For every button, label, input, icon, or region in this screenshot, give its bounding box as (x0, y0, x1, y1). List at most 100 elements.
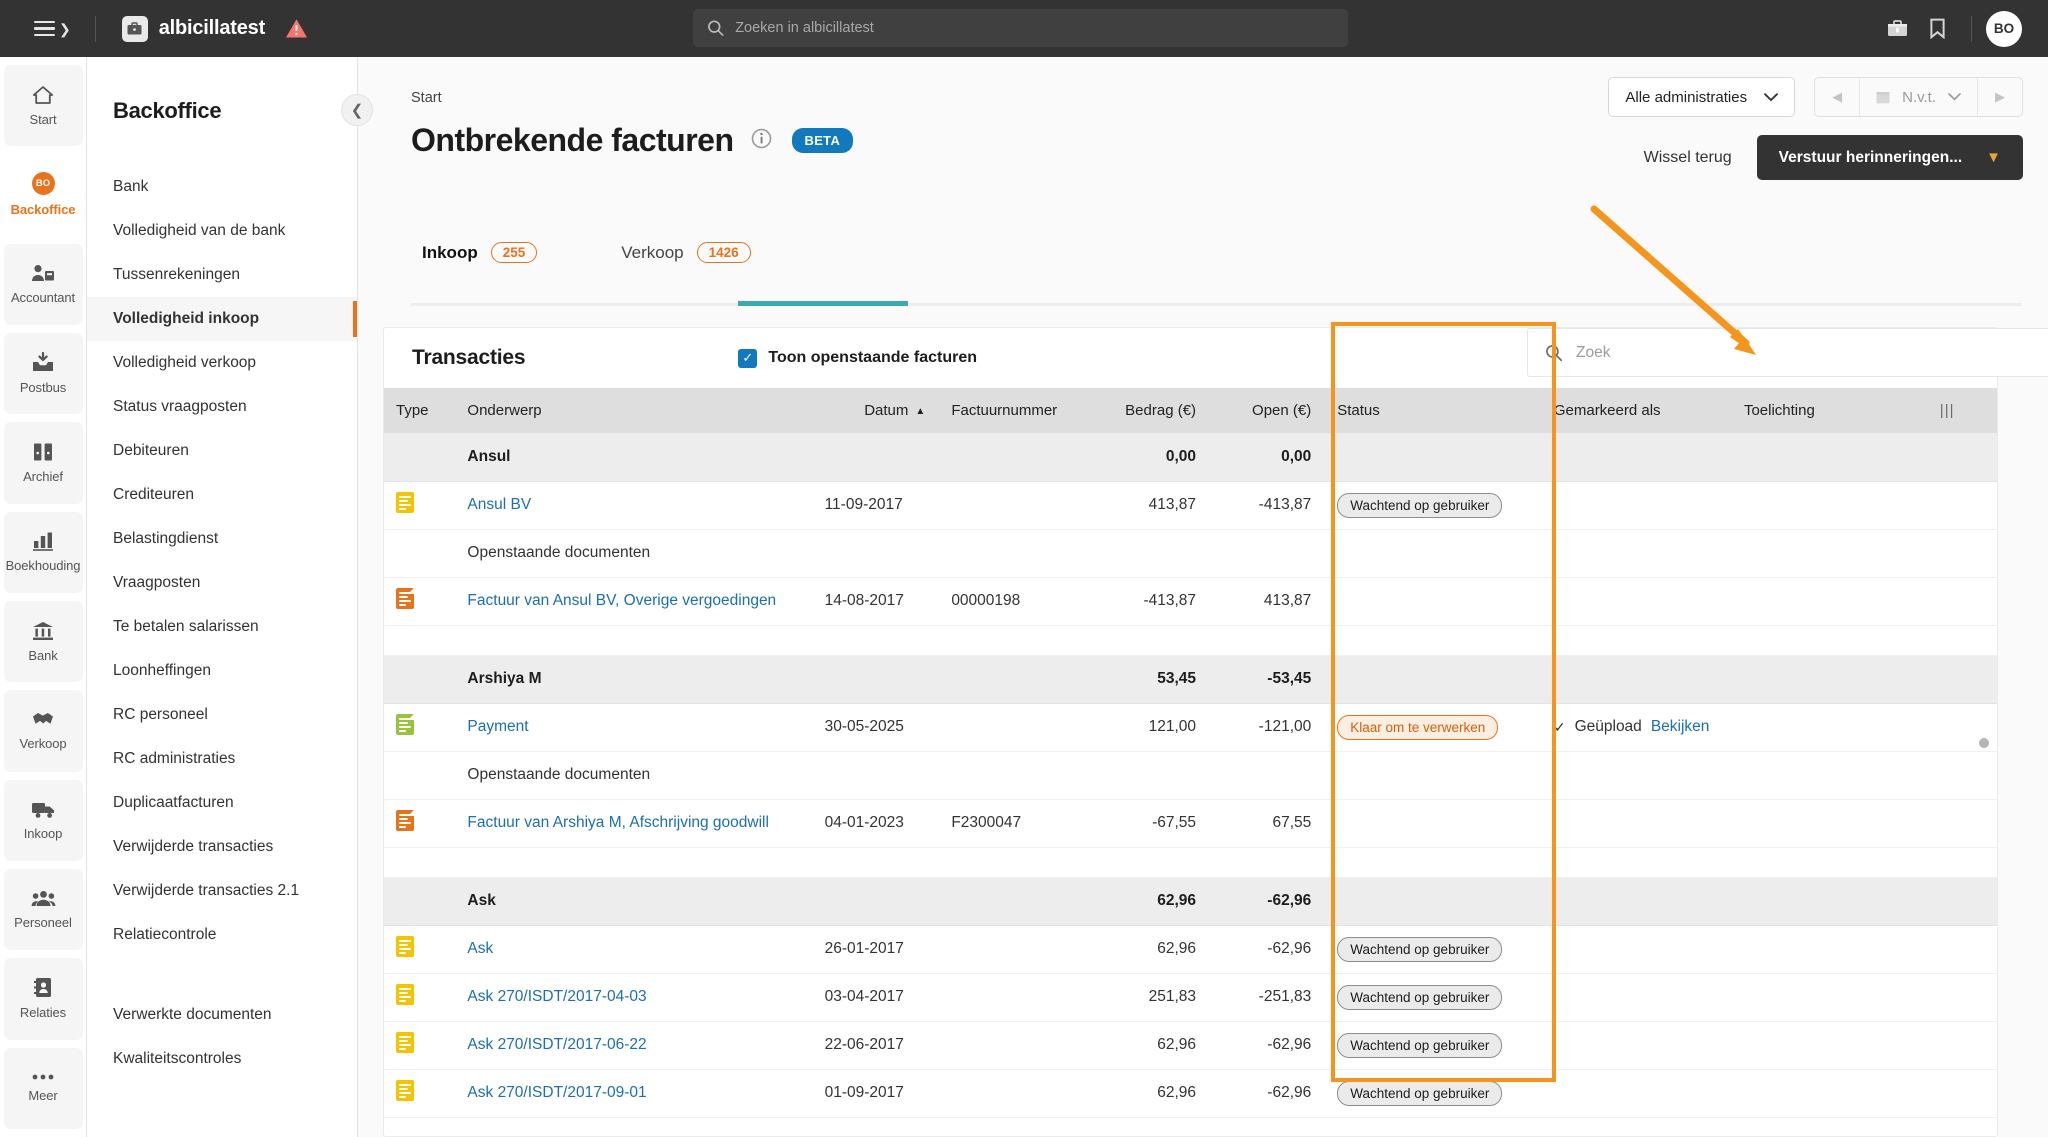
row-onderwerp[interactable]: Factuur van Arshiya M, Afschrijving good… (455, 799, 813, 848)
rail-item-backoffice[interactable]: BO Backoffice (3, 154, 83, 236)
row-onderwerp[interactable]: Ask 270/ISDT/2017-09-01 (455, 1069, 813, 1118)
table-row[interactable]: Factuur van Ansul BV, Overige vergoeding… (384, 577, 1997, 626)
send-reminders-button[interactable]: Verstuur herinneringen... ▼ (1756, 135, 2023, 180)
col-type[interactable]: Type (384, 388, 456, 433)
chevron-down-icon (1764, 92, 1779, 101)
rail-item-relaties[interactable]: Relaties (3, 958, 83, 1040)
breadcrumb[interactable]: Start (411, 90, 442, 106)
subnav-item-bank[interactable]: Bank (113, 178, 149, 195)
table-row[interactable]: Ansul BV 11-09-2017 413,87 -413,87 Wacht… (384, 481, 1997, 530)
rail-item-archief[interactable]: Archief (3, 422, 83, 504)
subnav-item-verwerkte-documenten[interactable]: Verwerkte documenten (113, 1006, 272, 1023)
row-status[interactable]: Klaar om te verwerken (1325, 703, 1542, 752)
show-open-invoices-checkbox[interactable]: ✓ Toon openstaande facturen (738, 348, 977, 368)
row-onderwerp[interactable]: Factuur van Ansul BV, Overige vergoeding… (455, 577, 813, 626)
col-toelichting[interactable]: Toelichting (1731, 388, 1928, 433)
tab-verkoop[interactable]: Verkoop 1426 (610, 242, 761, 280)
row-status (1325, 799, 1542, 848)
avatar[interactable]: BO (1986, 10, 2022, 47)
subnav-item-kwaliteitscontroles[interactable]: Kwaliteitscontroles (113, 1050, 242, 1067)
subnav-item-debiteuren[interactable]: Debiteuren (113, 442, 189, 459)
subnav-item-relatiecontrole[interactable]: Relatiecontrole (113, 926, 217, 943)
table-row[interactable]: Ask 270/ISDT/2017-04-03 03-04-2017 251,8… (384, 973, 1997, 1022)
subnav-item-verwijderde-transacties-21[interactable]: Verwijderde transacties 2.1 (113, 882, 300, 899)
row-bedrag: 121,00 (1089, 703, 1211, 752)
rail-item-start[interactable]: Start (3, 65, 83, 147)
row-status[interactable]: Wachtend op gebruiker (1325, 973, 1542, 1022)
row-factuurnummer: 00000198 (939, 577, 1090, 626)
row-onderwerp[interactable]: Ask (455, 925, 813, 974)
rail-item-bank[interactable]: Bank (3, 600, 83, 683)
rail-item-meer[interactable]: Meer (3, 1047, 83, 1129)
subnav-item-rc-personeel[interactable]: RC personeel (113, 706, 208, 723)
row-onderwerp[interactable]: Ask 270/ISDT/2017-04-03 (455, 973, 813, 1022)
subnav-item-volledigheid-van-de-bank[interactable]: Volledigheid van de bank (113, 222, 286, 239)
subnav-item-status-vraagposten[interactable]: Status vraagposten (113, 398, 247, 415)
table-row[interactable]: Payment 30-05-2025 121,00 -121,00 Klaar … (384, 703, 1997, 752)
row-onderwerp[interactable]: Ansul BV (455, 481, 813, 530)
table-search-input[interactable] (1576, 343, 2006, 362)
switch-back-link[interactable]: Wissel terug (1643, 148, 1732, 166)
search-input[interactable] (735, 20, 1334, 36)
subnav-item-belastingdienst[interactable]: Belastingdienst (113, 530, 219, 547)
scrollbar-thumb[interactable] (1979, 738, 1989, 748)
subnav-item-rc-administraties[interactable]: RC administraties (113, 750, 236, 767)
table-row[interactable]: Factuur van Arshiya M, Afschrijving good… (384, 799, 1997, 848)
rail-item-personeel[interactable]: Personeel (3, 868, 83, 951)
subnav-item-duplicaatfacturen[interactable]: Duplicaatfacturen (113, 794, 234, 811)
view-link[interactable]: Bekijken (1650, 718, 1710, 735)
table-row[interactable]: Ask 270/ISDT/2017-06-22 22-06-2017 62,96… (384, 1021, 1997, 1070)
col-onderwerp[interactable]: Onderwerp (455, 388, 813, 433)
col-factuurnummer[interactable]: Factuurnummer (939, 388, 1090, 433)
subnav-item-crediteuren[interactable]: Crediteuren (113, 486, 194, 503)
column-settings-icon[interactable]: ||| (1927, 388, 1997, 433)
subnav-item-verwijderde-transacties[interactable]: Verwijderde transacties (113, 838, 274, 855)
row-onderwerp[interactable]: Ask 270/ISDT/2017-06-22 (455, 1021, 813, 1070)
rail-item-boekhouding[interactable]: Boekhouding (3, 511, 83, 593)
period-value-dropdown[interactable]: N.v.t. (1859, 78, 1978, 116)
group-gemarkeerd (1541, 433, 1732, 482)
subnav-item-te-betalen-salarissen[interactable]: Te betalen salarissen (113, 618, 259, 635)
table-row[interactable]: Ask 270/ISDT/2017-09-01 01-09-2017 62,96… (384, 1069, 1997, 1118)
global-search[interactable] (693, 9, 1348, 47)
triangle-left-icon[interactable]: ◀ (1832, 89, 1843, 104)
row-onderwerp[interactable]: Payment (455, 703, 813, 752)
table-row[interactable]: Ask 26-01-2017 62,96 -62,96 Wachtend op … (384, 925, 1997, 974)
warning-triangle-icon[interactable] (285, 18, 308, 39)
table-scroll-area[interactable]: Type Onderwerp Datum ▲ Factuurnummer Bedr… (384, 388, 1997, 1136)
triangle-right-icon[interactable]: ▶ (1995, 89, 2005, 104)
row-datum: 22-06-2017 (812, 1021, 940, 1070)
bank-building-icon (33, 621, 53, 640)
secondary-nav-title: Backoffice (113, 98, 222, 123)
rail-item-verkoop[interactable]: Verkoop (3, 690, 83, 772)
row-datum: 03-04-2017 (812, 973, 940, 1022)
row-factuurnummer: F2300047 (939, 799, 1090, 848)
col-datum[interactable]: Datum ▲ (812, 388, 940, 433)
subnav-item-volledigheid-inkoop[interactable]: Volledigheid inkoop (87, 297, 357, 341)
table-search[interactable]: Relatie Status Alle jaren (1527, 328, 2048, 377)
rail-item-postbus[interactable]: Postbus (3, 332, 83, 415)
chevron-down-icon[interactable]: ▼ (1986, 149, 2001, 166)
col-gemarkeerd-als[interactable]: Gemarkeerd als (1541, 388, 1732, 433)
subnav-item-loonheffingen[interactable]: Loonheffingen (113, 662, 211, 679)
info-circle-icon[interactable] (751, 128, 772, 154)
col-open[interactable]: Open (€) (1210, 388, 1326, 433)
toolbox-icon[interactable] (1877, 9, 1917, 49)
col-status[interactable]: Status (1325, 388, 1542, 433)
row-status[interactable]: Wachtend op gebruiker (1325, 481, 1542, 530)
check-icon: ✓ (1553, 718, 1566, 735)
rail-item-inkoop[interactable]: Inkoop (3, 779, 83, 861)
chevron-left-icon[interactable]: ❮ (341, 94, 373, 126)
subnav-item-tussenrekeningen[interactable]: Tussenrekeningen (113, 266, 240, 283)
row-status[interactable]: Wachtend op gebruiker (1325, 925, 1542, 974)
col-bedrag[interactable]: Bedrag (€) (1089, 388, 1211, 433)
row-status[interactable]: Wachtend op gebruiker (1325, 1069, 1542, 1118)
hamburger-menu-icon[interactable]: ❯ (34, 20, 71, 37)
bookmark-icon[interactable] (1917, 9, 1957, 49)
subnav-item-volledigheid-verkoop[interactable]: Volledigheid verkoop (113, 354, 257, 371)
tab-inkoop[interactable]: Inkoop 255 (411, 242, 548, 280)
administration-select[interactable]: Alle administraties (1608, 77, 1796, 117)
rail-item-accountant[interactable]: Accountant (3, 243, 83, 325)
subnav-item-vraagposten[interactable]: Vraagposten (113, 574, 201, 591)
row-status[interactable]: Wachtend op gebruiker (1325, 1021, 1542, 1070)
